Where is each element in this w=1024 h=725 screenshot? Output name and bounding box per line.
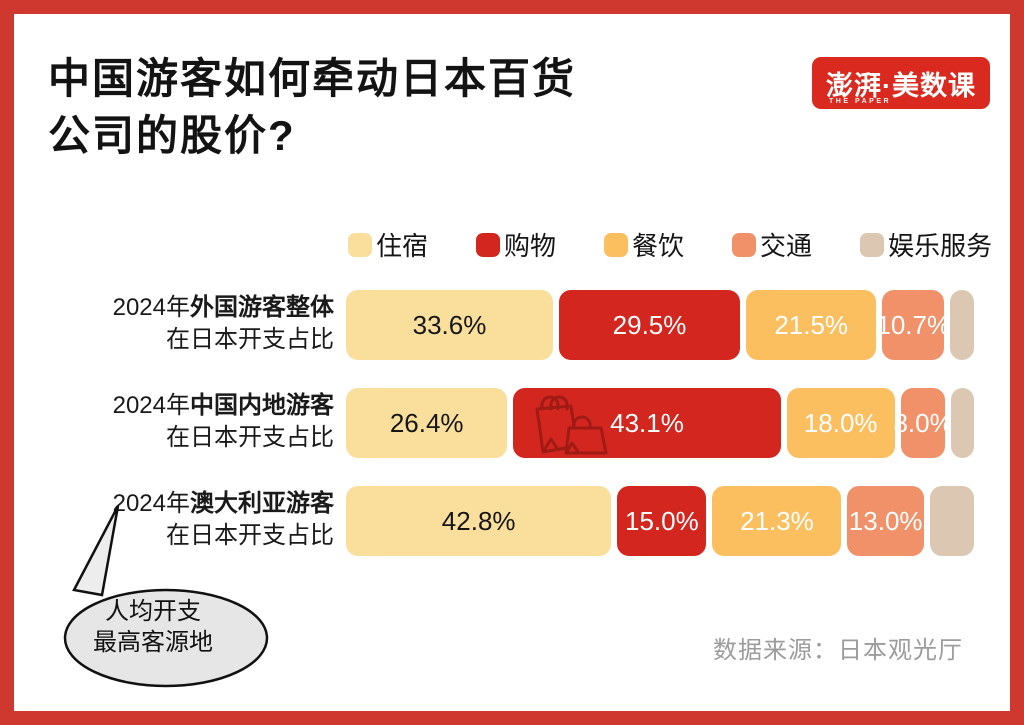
callout-line2: 最高客源地 <box>93 629 213 656</box>
legend-label: 住宿 <box>376 231 429 261</box>
bar-segment: 26.4% <box>343 388 510 458</box>
legend-swatch <box>348 232 372 257</box>
stacked-bar: 26.4% 43.1% 18.0% 8.0% <box>343 388 977 458</box>
segment-value: 29.5% <box>612 309 687 340</box>
legend-swatch <box>732 232 757 257</box>
bar-row: 2024年中国内地游客 在日本开支占比 26.4% 43.1% 18.0% 8.0% <box>14 388 1010 458</box>
bar-segment: 18.0% <box>784 388 898 458</box>
legend-label: 娱乐服务 <box>888 231 993 261</box>
legend-label: 交通 <box>760 231 813 261</box>
bar-segment: 13.0% <box>844 486 926 556</box>
segment-value: 21.3% <box>740 505 814 536</box>
segment-value: 42.8% <box>441 505 516 536</box>
page-title-line1: 中国游客如何牵动日本百货 <box>48 55 577 102</box>
page-title-line2: 公司的股价? <box>48 112 296 159</box>
stacked-bar: 42.8% 15.0% 21.3% 13.0% <box>343 486 977 556</box>
bar-segment <box>948 388 977 458</box>
legend-item: 购物 <box>476 226 556 263</box>
segment-value: 8.0% <box>893 407 953 438</box>
bar-segment: 10.7% <box>876 290 951 360</box>
bar-segment: 33.6% <box>343 290 556 360</box>
legend-item: 交通 <box>732 226 812 263</box>
legend-swatch <box>860 232 885 257</box>
logo-sub-text: THE PAPER <box>829 98 892 105</box>
data-source: 数据来源：日本观光厅 <box>713 637 963 664</box>
segment-value: 13.0% <box>848 505 923 536</box>
bar-row: 2024年澳大利亚游客 在日本开支占比 42.8% 15.0% 21.3% 13.0% <box>14 486 1010 556</box>
bar-segment: 8.0% <box>893 388 953 458</box>
stacked-bar: 33.6% 29.5% 21.5% 10.7% <box>343 290 977 360</box>
segment-value: 33.6% <box>412 309 487 340</box>
bar-row: 2024年外国游客整体 在日本开支占比 33.6% 29.5% 21.5% 10.7% <box>14 290 1010 360</box>
legend-label: 餐饮 <box>632 231 685 261</box>
row-label: 2024年中国内地游客 在日本开支占比 <box>112 392 334 451</box>
segment-value: 26.4% <box>389 407 464 438</box>
legend-item: 住宿 <box>348 226 428 263</box>
segment-value: 15.0% <box>625 505 699 536</box>
logo-the-paper: 澎湃·美数课 THE PAPER <box>812 57 990 109</box>
callout-text: 人均开支 最高客源地 <box>53 596 253 658</box>
bar-segment: 21.5% <box>743 290 879 360</box>
bar-segment: 21.3% <box>709 486 844 556</box>
legend-swatch <box>476 232 501 257</box>
legend-label: 购物 <box>504 231 557 261</box>
bar-segment <box>927 486 977 556</box>
page-title: 中国游客如何牵动日本百货 公司的股价? <box>48 50 576 164</box>
callout-line1: 人均开支 <box>105 598 201 625</box>
bar-segment <box>947 290 977 360</box>
bar-segment: 43.1% <box>510 388 783 458</box>
segment-value: 18.0% <box>803 407 878 438</box>
legend-swatch <box>604 232 629 257</box>
bar-segment: 42.8% <box>343 486 614 556</box>
bar-segment: 15.0% <box>614 486 709 556</box>
shopping-bags-icon <box>535 395 608 455</box>
segment-value: 43.1% <box>610 407 684 438</box>
legend-item: 娱乐服务 <box>860 226 992 263</box>
segment-value: 10.7% <box>876 309 951 340</box>
callout-bubble <box>63 505 269 688</box>
row-label: 2024年澳大利亚游客 在日本开支占比 <box>112 490 334 549</box>
legend: 住宿 购物 餐饮 交通 娱乐服务 <box>348 226 992 263</box>
logo-main-text: 澎湃·美数课 <box>826 71 976 101</box>
row-label: 2024年外国游客整体 在日本开支占比 <box>112 294 334 353</box>
legend-item: 餐饮 <box>604 226 684 263</box>
bar-segment: 29.5% <box>556 290 743 360</box>
segment-value: 21.5% <box>774 309 849 340</box>
